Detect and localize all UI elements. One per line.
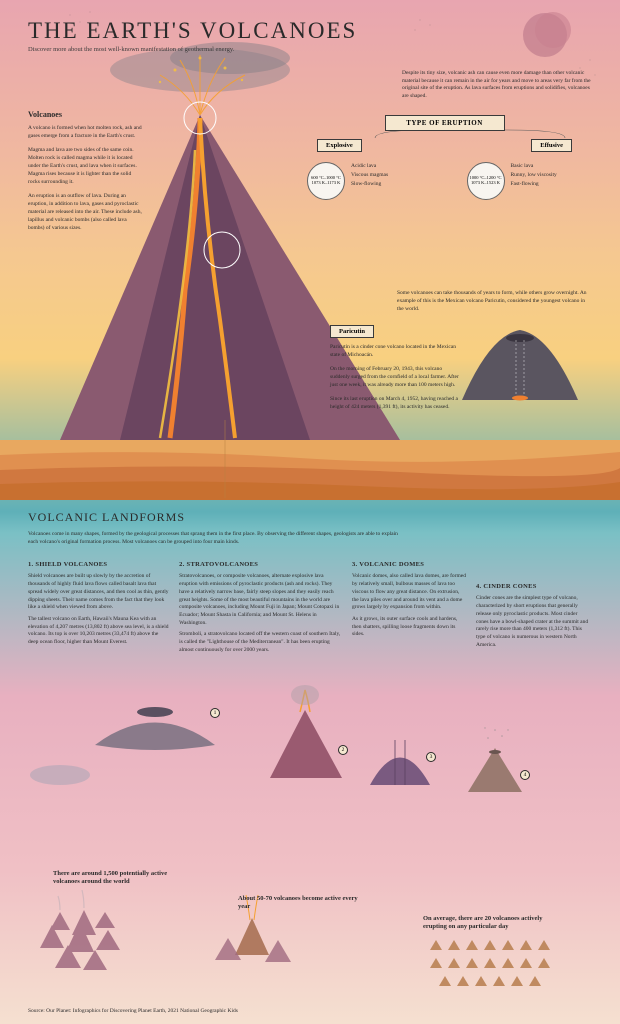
exp-item-1: Acidic lava — [351, 162, 388, 171]
eff-item-1: Basic lava — [511, 162, 557, 171]
badge-1: 1 — [210, 708, 220, 718]
source-citation: Source: Our Planet: Infographics for Dis… — [28, 1008, 238, 1014]
volcanoes-p1: A volcano is formed when hot molten rock… — [28, 125, 143, 141]
temp2-kelvin: 1073 K–1523 K — [471, 181, 500, 186]
eff-item-3: Fast-flowing — [511, 180, 557, 189]
dome-title: 3. VOLCANIC DOMES — [352, 560, 466, 569]
volcanoes-p3: An eruption is an outflow of lava. Durin… — [28, 193, 143, 233]
explosive-list: Acidic lava Viscous magmas Slow-flowing — [351, 162, 388, 200]
intro-paragraph: Despite its tiny size, volcanic ash can … — [402, 70, 592, 101]
explosive-column: 600 °C–1000 °C 1073 K–1173 K Acidic lava… — [307, 162, 423, 200]
stat-2: About 50-70 volcanoes become active ever… — [238, 895, 368, 912]
shield-p1: Shield volcanoes are built up slowly by … — [28, 573, 169, 611]
shield-column: 1. SHIELD VOLCANOES Shield volcanoes are… — [28, 560, 169, 658]
page-subtitle: Discover more about the most well-known … — [28, 46, 588, 54]
badge-2: 2 — [338, 745, 348, 755]
eruption-type-label: TYPE OF ERUPTION — [385, 115, 505, 131]
strato-p1: Stratovolcanoes, or composite volcanoes,… — [179, 573, 342, 627]
cone-column: 4. CINDER CONES Cinder cones are the sim… — [476, 582, 590, 658]
exp-item-3: Slow-flowing — [351, 180, 388, 189]
dome-p2: As it grows, its outer surface cools and… — [352, 616, 466, 639]
landforms-section: VOLCANIC LANDFORMS Volcanoes come in man… — [28, 510, 590, 658]
paricutin-p3: Since its last eruption on March 4, 1952… — [330, 396, 460, 412]
badge-4: 4 — [520, 770, 530, 780]
effusive-list: Basic lava Runny, low viscosity Fast-flo… — [511, 162, 557, 200]
paricutin-heading: Paricutin — [330, 325, 374, 338]
explosive-temp-badge: 600 °C–1000 °C 1073 K–1173 K — [307, 162, 345, 200]
badge-3: 3 — [426, 752, 436, 762]
volcanoes-heading: Volcanoes — [28, 110, 143, 119]
stat-3: On average, there are 20 volcanoes activ… — [423, 915, 553, 932]
page-title: THE EARTH'S VOLCANOES — [28, 18, 588, 44]
stat-1: There are around 1,500 potentially activ… — [53, 870, 183, 887]
strato-column: 2. STRATOVOLCANOES Stratovolcanoes, or c… — [179, 560, 342, 658]
dome-column: 3. VOLCANIC DOMES Volcanic domes, also c… — [352, 560, 466, 658]
dome-p1: Volcanic domes, also called lava domes, … — [352, 573, 466, 611]
explosive-label: Explosive — [317, 139, 362, 152]
volcanoes-section: Volcanoes A volcano is formed when hot m… — [28, 110, 143, 239]
paricutin-section: Paricutin Paricutin is a cinder cone vol… — [330, 320, 460, 418]
paricutin-p2: On the morning of February 20, 1943, thi… — [330, 366, 460, 390]
volcanoes-p2: Magma and lava are two sides of the same… — [28, 147, 143, 187]
exp-item-2: Viscous magmas — [351, 171, 388, 180]
cone-title: 4. CINDER CONES — [476, 582, 590, 591]
paricutin-intro: Some volcanoes can take thousands of yea… — [397, 290, 592, 314]
eff-item-2: Runny, low viscosity — [511, 171, 557, 180]
strato-title: 2. STRATOVOLCANOES — [179, 560, 342, 569]
shield-title: 1. SHIELD VOLCANOES — [28, 560, 169, 569]
eruption-type-section: TYPE OF ERUPTION Explosive Effusive 600 … — [297, 115, 592, 200]
effusive-label: Effusive — [531, 139, 572, 152]
cone-p1: Cinder cones are the simplest type of vo… — [476, 595, 590, 649]
landforms-intro: Volcanoes come in many shapes, formed by… — [28, 531, 408, 546]
landforms-title: VOLCANIC LANDFORMS — [28, 510, 590, 525]
strato-p2: Stromboli, a stratovolcano located off t… — [179, 631, 342, 654]
shield-p2: The tallest volcano on Earth, Hawaii's M… — [28, 616, 169, 647]
header: THE EARTH'S VOLCANOES Discover more abou… — [28, 18, 588, 54]
paricutin-p1: Paricutin is a cinder cone volcano locat… — [330, 344, 460, 360]
temp1-kelvin: 1073 K–1173 K — [312, 181, 341, 186]
effusive-temp-badge: 1000 °C–1200 °C 1073 K–1523 K — [467, 162, 505, 200]
effusive-column: 1000 °C–1200 °C 1073 K–1523 K Basic lava… — [467, 162, 583, 200]
